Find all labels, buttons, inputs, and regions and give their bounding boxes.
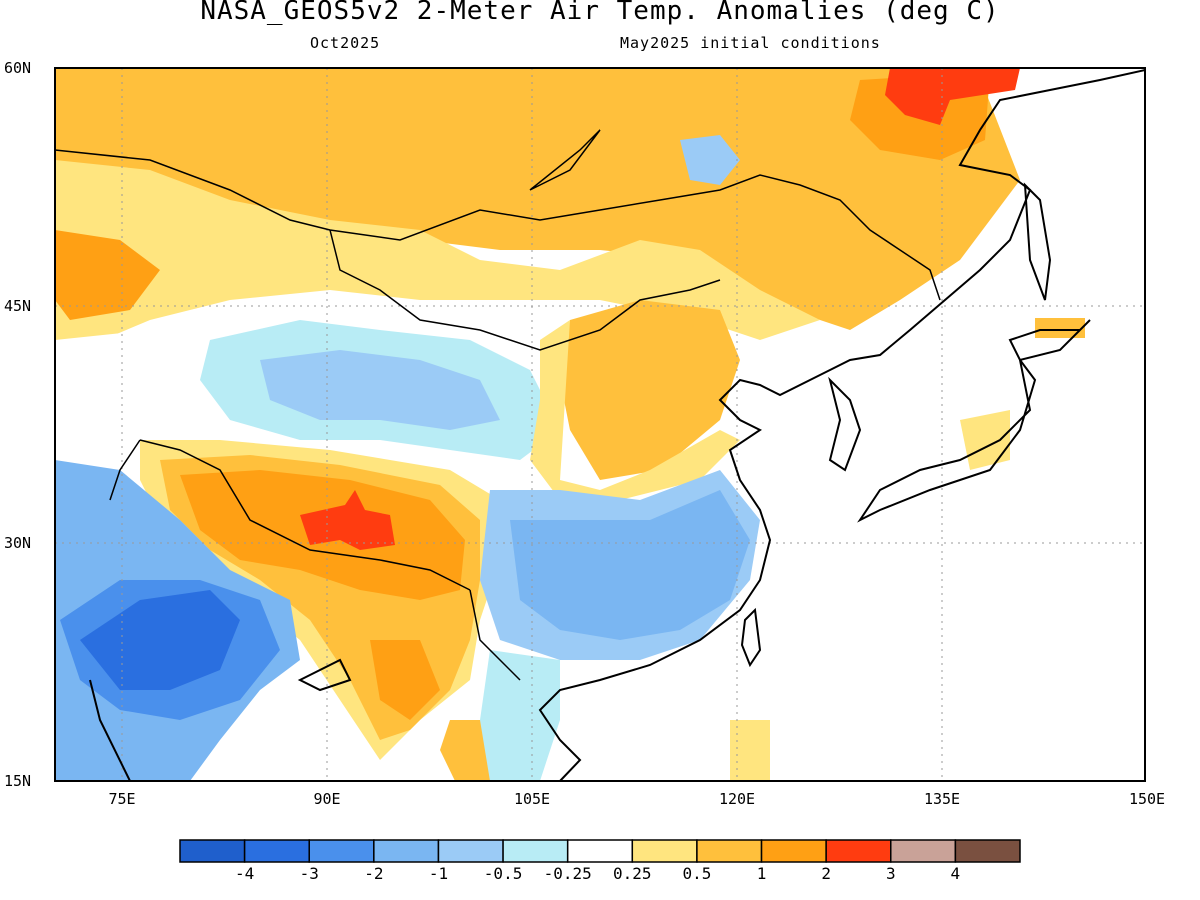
colorbar — [179, 839, 1021, 863]
forecast-month: Oct2025 — [310, 34, 381, 52]
colorbar-swatch — [696, 839, 763, 863]
colorbar-swatch — [631, 839, 698, 863]
anomaly-region-north-china-light — [530, 320, 740, 500]
lon-label-75e: 75E — [108, 790, 136, 808]
country-borders — [54, 129, 941, 681]
colorbar-tick-label: -0.5 — [483, 864, 523, 883]
colorbar-tick-label: -3 — [299, 864, 319, 883]
anomaly-region-japan-warm — [1035, 318, 1085, 338]
anomaly-region-mongolia-cool — [680, 135, 740, 185]
colorbar-swatch — [760, 839, 827, 863]
anomaly-region-vietnam-cool — [480, 650, 560, 781]
anomaly-region-honshu-light — [960, 410, 1010, 470]
lat-label-45n: 45N — [4, 297, 32, 315]
lon-label-90e: 90E — [313, 790, 341, 808]
anomaly-region-southeast-china-colder — [510, 490, 750, 640]
colorbar-tick-label: 2 — [821, 864, 831, 883]
colorbar-swatch — [179, 839, 246, 863]
lat-label-60n: 60N — [4, 59, 32, 77]
colorbar-tick-label: 3 — [885, 864, 896, 883]
anomaly-region-myanmar-strong — [370, 640, 440, 720]
anomaly-region-tibet-hot — [300, 490, 395, 550]
anomaly-region-taiwan-warm — [730, 720, 770, 781]
colorbar-swatch — [308, 839, 375, 863]
anomaly-region-india-coldest — [80, 590, 240, 690]
lon-label-135e: 135E — [923, 790, 961, 808]
anomaly-region-manchuria-hot — [885, 68, 1020, 125]
lon-label-120e: 120E — [718, 790, 756, 808]
lat-label-30n: 30N — [4, 534, 32, 552]
colorbar-tick-label: -2 — [364, 864, 384, 883]
colorbar-swatch — [502, 839, 569, 863]
colorbar-tick-label: -4 — [234, 864, 255, 883]
colorbar-swatch — [954, 839, 1021, 863]
colorbar-tick-label: -1 — [428, 864, 449, 883]
colorbar-tick-label: 0.5 — [682, 864, 712, 883]
coastlines — [89, 69, 1146, 782]
anomaly-region-north-light — [55, 160, 820, 360]
colorbar-swatch — [243, 839, 310, 863]
colorbar-swatch — [890, 839, 957, 863]
anomaly-region-west-warm — [55, 230, 160, 320]
colorbar-swatch — [373, 839, 440, 863]
anomaly-region-tarim-cooler — [260, 350, 500, 430]
colorbar-swatch — [825, 839, 892, 863]
lon-label-105e: 105E — [513, 790, 551, 808]
map-title: NASA_GEOS5v2 2-Meter Air Temp. Anomalies… — [200, 0, 1000, 26]
colorbar-tick-label: 1 — [756, 864, 767, 883]
colorbar-tick-label: 0.25 — [613, 864, 652, 883]
initial-conditions: May2025 initial conditions — [620, 34, 881, 52]
lat-label-15n: 15N — [4, 772, 32, 790]
map-frame — [54, 67, 1146, 782]
colorbar-swatch — [566, 839, 634, 863]
colorbar-tick-label: -0.25 — [543, 864, 592, 883]
colorbar-swatch — [437, 839, 504, 863]
lon-label-150e: 150E — [1128, 790, 1166, 808]
anomaly-region-north-warm — [55, 68, 1020, 330]
anomaly-region-north-china-warm — [560, 300, 740, 480]
colorbar-tick-label: 4 — [950, 864, 961, 883]
